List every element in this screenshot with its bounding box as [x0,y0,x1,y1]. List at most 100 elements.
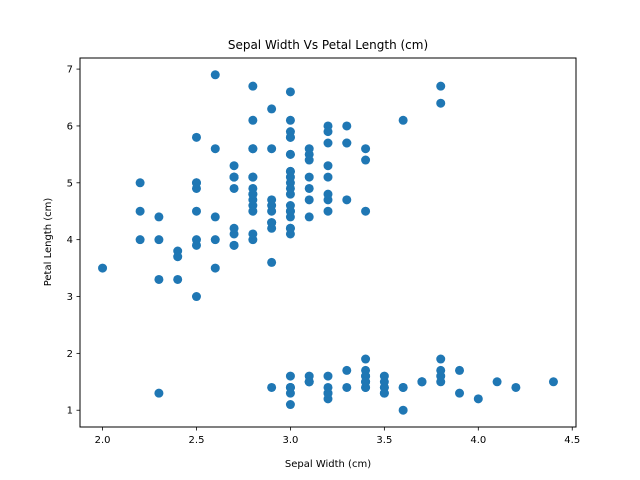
data-point [455,388,465,398]
data-point [248,115,258,125]
data-point [323,127,333,137]
points-layer [98,70,558,415]
data-point [398,115,408,125]
data-point [135,206,145,216]
y-tick-label: 3 [67,292,73,303]
x-axis-label: Sepal Width (cm) [285,459,371,470]
data-point [267,144,277,154]
data-point [436,354,446,364]
data-point [135,235,145,245]
data-point [417,377,427,387]
data-point [229,172,239,182]
x-tick-label: 4.5 [564,435,580,446]
data-point [98,263,108,273]
data-point [267,104,277,114]
data-point [285,189,295,199]
x-tick-label: 2.0 [95,435,111,446]
data-point [323,161,333,171]
data-point [191,292,201,302]
data-point [398,405,408,415]
data-point [436,81,446,91]
data-point [455,365,465,375]
data-point [154,235,164,245]
data-point [398,382,408,392]
data-point [342,138,352,148]
data-point [285,149,295,159]
data-point [285,172,295,182]
data-point [210,144,220,154]
data-point [304,377,314,387]
data-point [210,263,220,273]
data-point [248,206,258,216]
data-point [304,183,314,193]
data-point [304,195,314,205]
data-point [191,178,201,188]
y-tick-label: 4 [67,235,73,246]
y-tick-label: 6 [67,121,73,132]
data-point [248,81,258,91]
data-point [135,178,145,188]
data-point [267,195,277,205]
data-point [248,229,258,239]
data-point [342,382,352,392]
data-point [285,115,295,125]
data-point [210,212,220,222]
data-point [191,206,201,216]
data-point [248,189,258,199]
data-point [436,98,446,108]
data-point [361,206,371,216]
y-tick-label: 5 [67,178,73,189]
y-tick-label: 1 [67,406,73,417]
data-point [511,382,521,392]
data-point [473,394,483,404]
data-point [379,371,389,381]
data-point [191,235,201,245]
data-point [285,371,295,381]
y-tick-label: 2 [67,349,73,360]
data-point [191,132,201,142]
data-point [436,371,446,381]
plot-frame [79,57,577,428]
x-tick-label: 2.5 [189,435,205,446]
y-axis-label: Petal Length (cm) [43,198,54,287]
data-point [379,388,389,398]
x-tick-label: 3.5 [376,435,392,446]
data-point [548,377,558,387]
data-point [285,223,295,233]
data-point [210,70,220,80]
data-point [267,382,277,392]
data-point [154,388,164,398]
data-point [304,212,314,222]
data-point [267,257,277,267]
data-point [323,382,333,392]
chart-title: Sepal Width Vs Petal Length (cm) [228,38,428,52]
data-point [361,155,371,165]
data-point [361,354,371,364]
data-point [154,274,164,284]
data-point [361,377,371,387]
data-point [173,274,183,284]
data-point [342,121,352,131]
x-tick-label: 4.0 [470,435,486,446]
data-point [267,218,277,228]
data-point [323,138,333,148]
data-point [492,377,502,387]
data-point [361,144,371,154]
data-point [285,400,295,410]
data-point [323,172,333,182]
data-point [248,172,258,182]
data-point [229,223,239,233]
y-axis-ticks: 1 2 3 4 5 6 7 [67,65,80,417]
data-point [229,240,239,250]
data-point [342,365,352,375]
data-point [229,161,239,171]
data-point [248,144,258,154]
y-tick-label: 7 [67,65,73,76]
data-point [285,132,295,142]
data-point [304,144,314,154]
data-point [285,382,295,392]
x-tick-label: 3.0 [282,435,298,446]
data-point [285,201,295,211]
